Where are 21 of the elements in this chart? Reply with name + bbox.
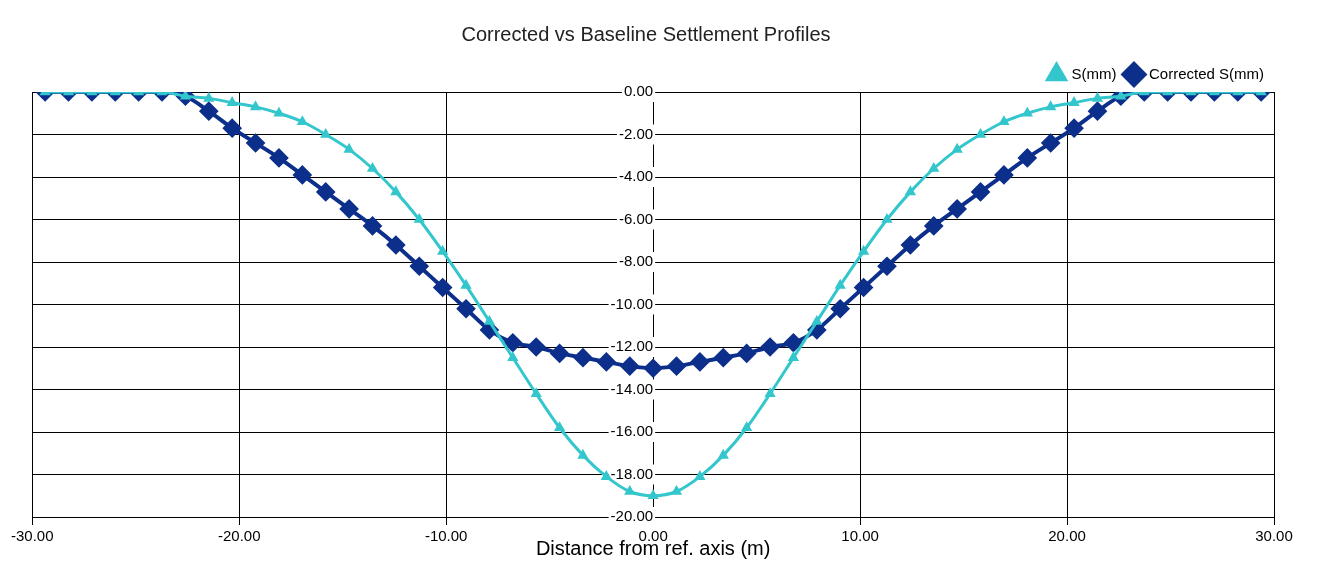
legend-label: S(mm)	[1071, 64, 1117, 82]
y-tick-label: -16.00	[610, 422, 654, 440]
legend-label: Corrected S(mm)	[1148, 64, 1264, 82]
x-tick-label: 30.00	[1255, 527, 1293, 545]
y-tick-label: -2.00	[618, 124, 654, 142]
y-tick-label: -10.00	[610, 294, 654, 312]
x-tick-label: -20.00	[217, 527, 261, 545]
x-tick-label: 10.00	[841, 527, 879, 545]
y-tick-label: 0.00	[623, 82, 654, 100]
y-tick-label: -20.00	[610, 507, 654, 525]
y-tick-label: -6.00	[618, 209, 654, 227]
y-tick-label: -8.00	[618, 252, 654, 270]
y-tick-label: -18.00	[610, 464, 654, 482]
y-tick-label: -14.00	[610, 379, 654, 397]
chart-title: Corrected vs Baseline Settlement Profiles	[461, 22, 831, 45]
x-tick-label: -30.00	[10, 527, 54, 545]
y-tick-label: -12.00	[610, 337, 654, 355]
x-tick-label: -10.00	[424, 527, 468, 545]
x-tick-label: 0.00	[638, 527, 668, 545]
y-tick-label: -4.00	[618, 167, 654, 185]
x-tick-label: 20.00	[1048, 527, 1086, 545]
